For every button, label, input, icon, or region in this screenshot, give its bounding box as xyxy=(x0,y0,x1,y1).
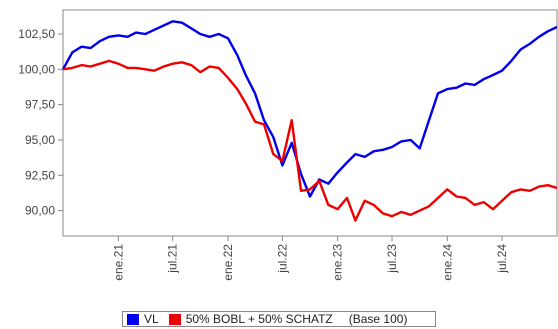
y-tick-label: 100,00 xyxy=(18,62,55,76)
series-line-vl xyxy=(61,20,558,198)
x-tick-label: jul.23 xyxy=(385,244,399,274)
series-layer xyxy=(61,20,558,222)
y-tick-label: 95,00 xyxy=(25,133,55,147)
line-chart: 90,00 92,50 95,00 97,50 100,00 102,50 ene.21 j… xyxy=(18,9,558,281)
x-tick-label: ene.24 xyxy=(440,244,454,281)
x-tick-label: jul.22 xyxy=(275,244,289,274)
plot-area xyxy=(62,9,558,237)
y-tick-label: 92,50 xyxy=(25,168,55,182)
y-tick-label: 102,50 xyxy=(18,27,55,41)
legend-swatch-vl xyxy=(127,313,139,325)
x-tick-label: ene.23 xyxy=(331,244,345,281)
legend-label-benchmark: 50% BOBL + 50% SCHATZ xyxy=(185,312,333,326)
y-axis: 90,00 92,50 95,00 97,50 100,00 102,50 xyxy=(18,27,63,218)
legend-label-vl: VL xyxy=(144,312,159,326)
series-line-benchmark xyxy=(62,59,558,222)
legend: VL 50% BOBL + 50% SCHATZ (Base 100) xyxy=(122,311,436,327)
x-tick-label: jul.21 xyxy=(166,244,180,274)
y-tick-label: 90,00 xyxy=(25,204,55,218)
x-axis: ene.21 jul.21 ene.22 jul.22 ene.23 jul.23 ene.… xyxy=(111,236,509,281)
legend-swatch-benchmark xyxy=(168,313,181,325)
x-tick-label: jul.24 xyxy=(495,244,509,274)
legend-base-note: (Base 100) xyxy=(348,312,408,326)
x-tick-label: ene.21 xyxy=(111,244,125,281)
x-tick-label: ene.22 xyxy=(221,244,235,281)
y-tick-label: 97,50 xyxy=(25,98,55,112)
